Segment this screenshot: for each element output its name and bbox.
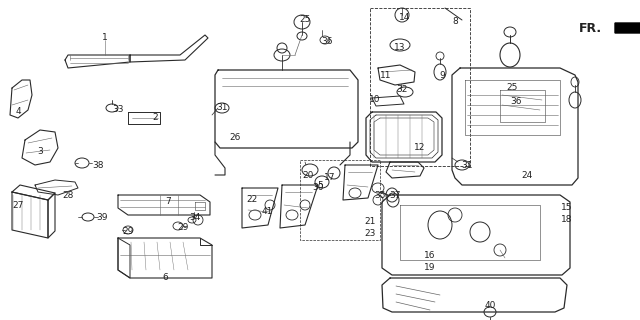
Text: 6: 6 — [162, 274, 168, 283]
Text: 15: 15 — [561, 204, 573, 212]
Text: FR.: FR. — [579, 21, 602, 35]
Text: 21: 21 — [364, 218, 376, 227]
Text: 22: 22 — [246, 196, 258, 204]
Text: 7: 7 — [165, 197, 171, 206]
Text: 5: 5 — [317, 180, 323, 189]
Text: 4: 4 — [15, 108, 21, 116]
Text: 2: 2 — [152, 114, 158, 123]
Text: 1: 1 — [102, 34, 108, 43]
Text: 25: 25 — [506, 84, 518, 92]
Text: 36: 36 — [321, 37, 333, 46]
Text: 9: 9 — [439, 70, 445, 79]
Text: 40: 40 — [484, 300, 496, 309]
Text: 27: 27 — [12, 201, 24, 210]
Text: 19: 19 — [424, 262, 436, 271]
Text: 32: 32 — [396, 85, 408, 94]
Text: 36: 36 — [510, 98, 522, 107]
Text: 38: 38 — [92, 161, 104, 170]
Text: 13: 13 — [394, 44, 406, 52]
Text: 35: 35 — [374, 190, 386, 199]
Text: 14: 14 — [399, 13, 411, 22]
Text: 11: 11 — [380, 71, 392, 81]
Text: 3: 3 — [37, 148, 43, 156]
Text: 30: 30 — [312, 183, 324, 193]
Text: 31: 31 — [216, 103, 228, 113]
Text: 8: 8 — [452, 18, 458, 27]
FancyArrow shape — [615, 21, 640, 35]
Text: 37: 37 — [389, 190, 401, 199]
Text: 29: 29 — [122, 228, 134, 236]
Text: 26: 26 — [229, 133, 241, 142]
Text: 24: 24 — [522, 171, 532, 180]
Text: 33: 33 — [112, 106, 124, 115]
Text: 29: 29 — [177, 222, 189, 231]
Text: 28: 28 — [62, 190, 74, 199]
Text: 23: 23 — [364, 228, 376, 237]
Text: 41: 41 — [261, 207, 273, 217]
Text: 18: 18 — [561, 215, 573, 225]
Text: 39: 39 — [96, 213, 108, 222]
Text: 17: 17 — [324, 173, 336, 182]
Text: 34: 34 — [189, 213, 201, 222]
Text: 12: 12 — [414, 143, 426, 153]
Text: 10: 10 — [369, 95, 381, 105]
Text: 16: 16 — [424, 251, 436, 260]
Text: 20: 20 — [302, 171, 314, 180]
Text: 31: 31 — [461, 161, 473, 170]
Text: 25: 25 — [300, 15, 310, 25]
